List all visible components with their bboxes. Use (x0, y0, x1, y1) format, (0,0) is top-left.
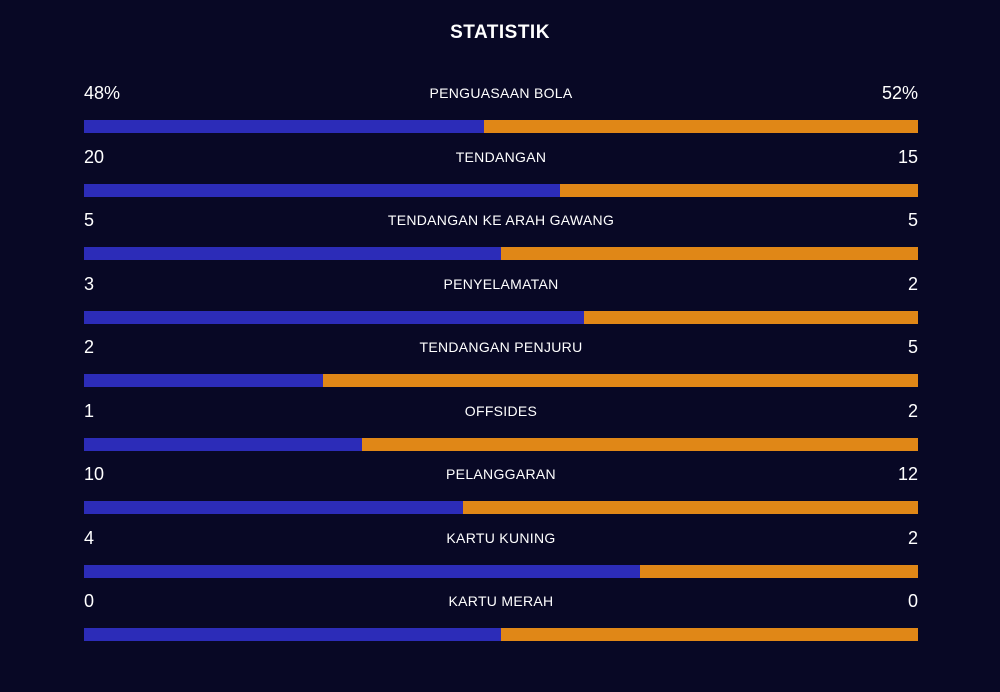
away-bar-segment (484, 120, 918, 133)
home-value: 48% (84, 83, 121, 103)
stat-row: 4 KARTU KUNING 2 (84, 527, 918, 579)
home-value: 2 (84, 337, 95, 357)
away-bar-segment (584, 310, 918, 324)
home-bar-segment (84, 628, 501, 641)
comparison-bar (84, 374, 918, 387)
home-bar-segment (84, 374, 323, 387)
stat-label: OFFSIDES (464, 402, 538, 419)
away-bar-segment (560, 183, 918, 197)
home-bar-segment (84, 310, 585, 324)
comparison-bar (84, 501, 918, 514)
stat-row: 48% PENGUASAAN BOLA 52% (84, 82, 918, 134)
stat-row: 0 KARTU MERAH 0 (84, 590, 918, 642)
away-bar-segment (322, 374, 918, 387)
stat-label: KARTU MERAH (448, 593, 554, 609)
away-bar-segment (640, 564, 918, 578)
away-bar-segment (463, 501, 918, 514)
stat-label: TENDANGAN (455, 148, 547, 165)
comparison-bar (84, 183, 918, 197)
stat-row: 3 PENYELAMATAN 2 (84, 273, 918, 325)
stat-label: TENDANGAN PENJURU (419, 339, 583, 355)
stat-label: PENYELAMATAN (443, 275, 559, 292)
away-value: 15 (897, 146, 918, 167)
away-value: 2 (907, 527, 918, 548)
stat-label: KARTU KUNING (446, 529, 556, 546)
stat-row: 1 OFFSIDES 2 (84, 400, 918, 452)
home-bar-segment (84, 247, 501, 260)
home-bar-segment (84, 501, 464, 514)
comparison-bar (84, 437, 918, 451)
away-value: 2 (907, 273, 918, 294)
away-value: 5 (907, 210, 918, 230)
home-bar-segment (84, 564, 641, 578)
away-value: 52% (881, 83, 918, 103)
home-value: 1 (84, 400, 95, 421)
away-value: 0 (907, 591, 918, 611)
stat-row: 20 TENDANGAN 15 (84, 146, 918, 198)
comparison-bar (84, 247, 918, 260)
home-bar-segment (84, 437, 362, 451)
home-value: 3 (84, 273, 95, 294)
away-value: 12 (897, 464, 918, 484)
stat-row: 2 TENDANGAN PENJURU 5 (84, 336, 918, 388)
comparison-bar (84, 628, 918, 641)
comparison-bar (84, 120, 918, 133)
comparison-bar (84, 564, 918, 578)
away-value: 5 (907, 337, 918, 357)
away-bar-segment (501, 628, 918, 641)
home-bar-segment (84, 120, 485, 133)
stat-row: 10 PELANGGARAN 12 (84, 463, 918, 515)
away-bar-segment (361, 437, 918, 451)
stat-label: PELANGGARAN (446, 466, 556, 482)
home-value: 0 (84, 591, 95, 611)
away-bar-segment (501, 247, 918, 260)
away-value: 2 (907, 400, 918, 421)
stat-label: PENGUASAAN BOLA (429, 85, 573, 101)
home-value: 5 (84, 210, 95, 230)
comparison-bar (84, 310, 918, 324)
stat-label: TENDANGAN KE ARAH GAWANG (387, 212, 615, 228)
stat-row: 5 TENDANGAN KE ARAH GAWANG 5 (84, 209, 918, 261)
home-value: 10 (84, 464, 105, 484)
home-value: 4 (84, 527, 95, 548)
home-bar-segment (84, 183, 561, 197)
home-value: 20 (84, 146, 105, 167)
panel-title: STATISTIK (450, 22, 550, 43)
